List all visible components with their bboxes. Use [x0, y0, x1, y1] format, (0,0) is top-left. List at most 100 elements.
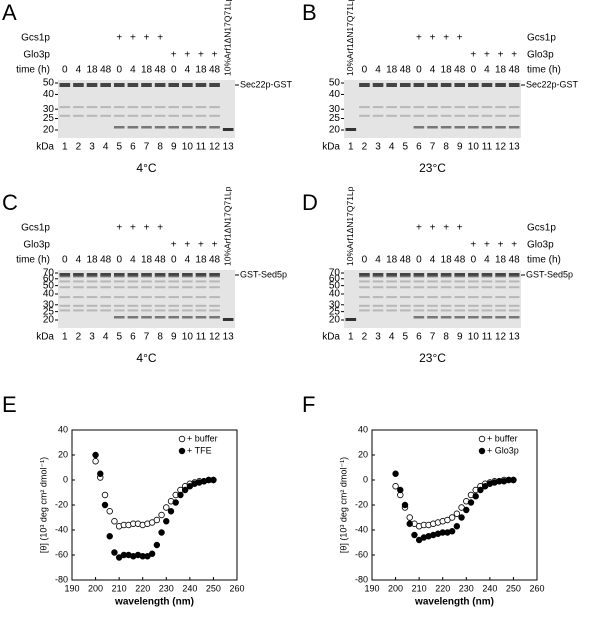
gel-band	[372, 275, 384, 278]
marker-label: 20	[43, 125, 55, 136]
gel-band	[100, 273, 111, 277]
gel-band	[154, 286, 166, 289]
lane-number: 1	[348, 332, 354, 343]
marker-label: 30	[329, 104, 341, 115]
y-tick-label: 40	[58, 424, 68, 434]
row-value: +	[498, 240, 504, 251]
row-value: +	[470, 240, 476, 251]
data-point	[148, 550, 156, 557]
gel-band	[141, 83, 152, 87]
lane-number: 9	[457, 142, 463, 153]
x-tick-label: 230	[159, 583, 174, 593]
gel-band	[168, 304, 180, 307]
gel-band	[154, 83, 166, 87]
gel-band	[209, 106, 220, 109]
lane-number: 1	[62, 142, 68, 153]
row-label: Gcs1p	[527, 33, 556, 44]
gel-band	[113, 316, 125, 319]
legend-label: + Glo3p	[487, 445, 519, 455]
gel-band	[154, 304, 166, 307]
data-point	[448, 514, 456, 521]
gel-band	[454, 296, 466, 299]
gel-band	[168, 106, 180, 109]
data-point	[453, 510, 461, 517]
gel-band	[454, 309, 466, 312]
gel-band	[440, 286, 452, 289]
legend-marker	[478, 447, 486, 455]
gel-band	[168, 309, 180, 312]
gel-band	[440, 296, 452, 299]
gel-band	[113, 83, 125, 87]
row-value: 4	[484, 255, 490, 266]
lane-number: 3	[375, 142, 381, 153]
data-point	[177, 491, 184, 499]
gel	[58, 80, 235, 138]
gel-band	[508, 83, 520, 87]
lane-number: 8	[157, 332, 163, 343]
gel-band	[59, 280, 71, 283]
row-value: 48	[509, 65, 521, 76]
gel-band	[195, 83, 207, 87]
gel-band	[413, 304, 425, 307]
gel-band	[508, 106, 520, 109]
data-point	[153, 541, 161, 549]
gel-band	[59, 273, 71, 277]
gel-band	[440, 275, 452, 278]
gel-band	[113, 126, 125, 129]
data-point	[210, 476, 217, 484]
gel-band	[195, 286, 207, 289]
marker-label: 40	[329, 89, 341, 100]
gel-band	[195, 280, 207, 283]
gel-band	[372, 83, 384, 87]
gel-band	[359, 273, 370, 277]
gel-band	[168, 114, 180, 117]
row-value: +	[511, 50, 517, 61]
gel-band	[413, 309, 425, 312]
gel-band	[468, 83, 479, 87]
row-label: Gcs1p	[21, 33, 50, 44]
gel-band	[113, 296, 125, 299]
row-value: +	[171, 50, 177, 61]
lane-number: 9	[171, 332, 177, 343]
gel-band	[508, 296, 520, 299]
gel-band	[100, 280, 111, 283]
lane-number: 5	[116, 332, 122, 343]
gel-band	[359, 106, 370, 109]
gel-band	[73, 106, 84, 109]
gel-band	[127, 275, 139, 278]
row-value: 18	[195, 65, 207, 76]
row-value: 18	[386, 255, 398, 266]
row-value: 4	[185, 65, 191, 76]
unit-label: kDa	[322, 142, 340, 153]
row-value: +	[184, 240, 190, 251]
row-value: 0	[116, 65, 122, 76]
marker-label: 40	[43, 289, 55, 300]
gel-band	[168, 275, 180, 278]
gel-band	[73, 114, 84, 117]
gel-band	[508, 273, 520, 277]
gel-band	[127, 106, 139, 109]
data-point	[163, 518, 170, 525]
x-tick-label: 220	[435, 583, 450, 593]
gel-band	[454, 286, 466, 289]
gel-band	[141, 309, 152, 312]
gel-band	[386, 304, 397, 307]
lane-number: 13	[509, 332, 521, 343]
gel-band	[413, 273, 425, 277]
marker-label: 50	[329, 280, 341, 291]
gel-band	[359, 275, 370, 278]
data-point	[448, 528, 456, 535]
lane-number: 6	[416, 142, 422, 153]
temperature: 4°C	[136, 161, 156, 175]
gel-band	[399, 280, 411, 283]
gel-band	[372, 273, 384, 277]
data-point	[181, 486, 189, 494]
gel-band	[59, 275, 71, 278]
control-label: 10%Arf1ΔN17Q71Lp	[345, 0, 355, 76]
row-value: +	[443, 33, 449, 44]
lane-number: 4	[103, 332, 109, 343]
row-value: 4	[375, 255, 381, 266]
gel-band	[454, 126, 466, 129]
row-label: Glo3p	[23, 50, 50, 61]
